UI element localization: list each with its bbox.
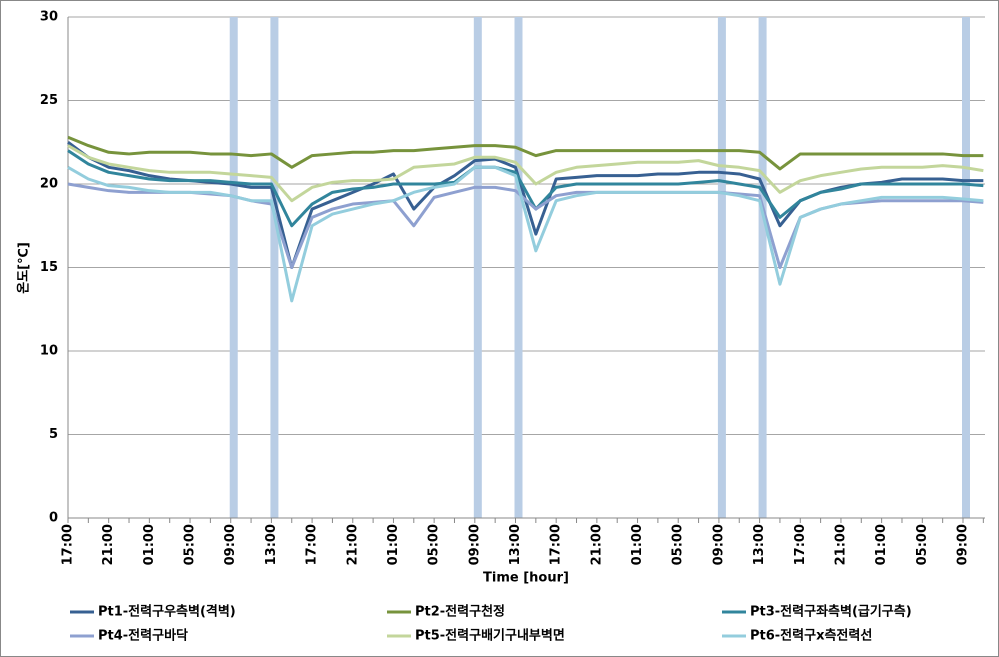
x-tick-label: 13:00 — [264, 524, 279, 565]
series-line — [67, 165, 984, 303]
legend-label: Pt6-전력구x측전력선 — [750, 628, 872, 644]
x-tick-label: 05:00 — [183, 524, 198, 565]
highlight-band — [473, 17, 482, 518]
x-tick-label: 21:00 — [345, 524, 360, 565]
legend-label: Pt3-전력구좌측벽(급기구측) — [750, 604, 912, 620]
highlight-band — [962, 17, 970, 518]
series-line — [67, 149, 984, 228]
legend-label: Pt4-전력구바닥 — [98, 628, 188, 644]
x-tick-label: 09:00 — [956, 524, 971, 565]
y-tick-label: 10 — [40, 344, 58, 359]
highlight-band — [270, 17, 279, 518]
x-axis-label: Time [hour] — [483, 571, 569, 586]
legend-label: Pt1-전력구우측벽(격벽) — [98, 604, 236, 620]
x-tick-label: 17:00 — [305, 524, 320, 565]
y-axis-label: 온도[℃] — [17, 242, 32, 294]
y-tick-label: 0 — [49, 511, 58, 526]
series-line — [67, 135, 984, 171]
series-line — [67, 144, 984, 203]
x-tick-label: 17:00 — [549, 524, 564, 565]
y-tick-label: 15 — [40, 260, 58, 275]
x-tick-label: 01:00 — [142, 524, 157, 565]
x-tick-label: 05:00 — [671, 524, 686, 565]
x-tick-label: 01:00 — [874, 524, 889, 565]
x-tick-label: 21:00 — [833, 524, 848, 565]
x-tick-label: 17:00 — [793, 524, 808, 565]
highlight-band — [514, 17, 523, 518]
x-tick-label: 05:00 — [427, 524, 442, 565]
x-tick-label: 05:00 — [915, 524, 930, 565]
x-tick-label: 21:00 — [101, 524, 116, 565]
x-tick-label: 09:00 — [711, 524, 726, 565]
x-tick-label: 17:00 — [61, 524, 76, 565]
x-tick-label: 09:00 — [223, 524, 238, 565]
highlight-band — [717, 17, 726, 518]
highlight-band — [229, 17, 238, 518]
legend-label: Pt2-전력구천정 — [415, 604, 505, 620]
highlight-band — [758, 17, 767, 518]
x-tick-label: 01:00 — [630, 524, 645, 565]
x-tick-label: 01:00 — [386, 524, 401, 565]
x-tick-label: 13:00 — [508, 524, 523, 565]
x-tick-label: 09:00 — [467, 524, 482, 565]
y-tick-label: 30 — [40, 10, 58, 25]
y-tick-label: 25 — [40, 93, 58, 108]
y-tick-label: 5 — [49, 427, 58, 442]
legend-label: Pt5-전력구배기구내부벽면 — [415, 628, 565, 644]
x-tick-label: 21:00 — [589, 524, 604, 565]
y-tick-label: 20 — [40, 177, 58, 192]
x-tick-label: 13:00 — [752, 524, 767, 565]
